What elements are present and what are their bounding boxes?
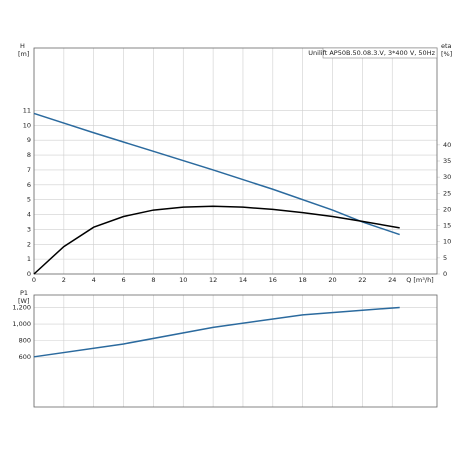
- x-tick-label: 12: [209, 276, 217, 284]
- x-tick-label: 4: [92, 276, 96, 284]
- x-tick-label: 2: [62, 276, 66, 284]
- y-tick-label: 10: [23, 121, 31, 129]
- y-tick-label: 6: [27, 181, 31, 189]
- x-tick-label: 6: [121, 276, 125, 284]
- y2-axis-unit: [%]: [441, 50, 452, 58]
- y-axis-label: H: [20, 42, 25, 50]
- y-tick-label: 800: [19, 337, 31, 345]
- y-axis-unit: [W]: [18, 297, 30, 305]
- y-tick-label: 0: [27, 270, 31, 278]
- x-tick-label: 24: [388, 276, 396, 284]
- y2-tick-label: 40: [443, 141, 451, 149]
- y-tick-label: 1,200: [12, 303, 31, 311]
- y-tick-label: 1,000: [12, 320, 31, 328]
- y-tick-label: 600: [19, 353, 31, 361]
- model-label: Unilift AP50B.50.08.3.V, 3*400 V, 50Hz: [308, 49, 435, 57]
- series-line: [33, 205, 400, 275]
- y-tick-label: 11: [23, 106, 31, 114]
- x-tick-label: 22: [358, 276, 366, 284]
- y2-tick-label: 5: [443, 254, 447, 262]
- x-axis-label: Q [m³/h]: [406, 276, 434, 284]
- y-tick-label: 5: [27, 196, 31, 204]
- y-tick-label: 2: [27, 240, 31, 248]
- x-tick-label: 20: [328, 276, 336, 284]
- y2-tick-label: 0: [443, 270, 447, 278]
- y2-tick-label: 35: [443, 157, 451, 165]
- y-tick-label: 3: [27, 225, 31, 233]
- y-tick-label: 1: [27, 255, 31, 263]
- y-axis-unit: [m]: [18, 50, 29, 58]
- x-tick-label: 14: [239, 276, 247, 284]
- y2-tick-label: 30: [443, 173, 451, 181]
- y-tick-label: 7: [27, 166, 31, 174]
- y2-tick-label: 10: [443, 238, 451, 246]
- y2-tick-label: 25: [443, 189, 451, 197]
- y2-tick-label: 20: [443, 205, 451, 213]
- x-tick-label: 18: [299, 276, 307, 284]
- x-tick-label: 8: [151, 276, 155, 284]
- model-label-box: [322, 47, 438, 59]
- y-tick-label: 4: [27, 211, 31, 219]
- y-tick-label: 8: [27, 151, 31, 159]
- plot-frame: [33, 294, 438, 408]
- y-tick-label: 9: [27, 136, 31, 144]
- y2-axis-label: eta: [441, 42, 452, 50]
- plot-frame: [33, 47, 438, 275]
- y2-tick-label: 15: [443, 222, 451, 230]
- series-line: [33, 306, 400, 358]
- x-tick-label: 10: [179, 276, 187, 284]
- x-tick-label: 16: [269, 276, 277, 284]
- x-tick-label: 0: [32, 276, 36, 284]
- y-axis-label: P1: [20, 289, 28, 297]
